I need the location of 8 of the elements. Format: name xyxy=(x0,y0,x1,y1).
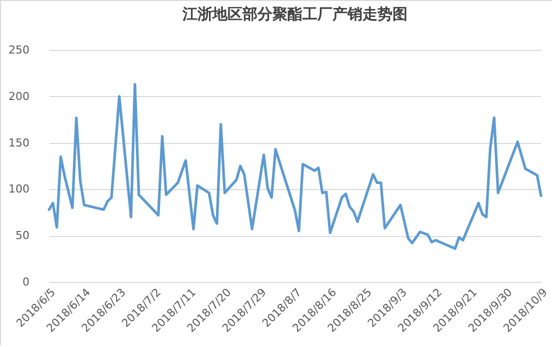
y-tick-label: 200 xyxy=(8,90,30,103)
y-tick-label: 100 xyxy=(8,182,30,196)
y-tick-label: 250 xyxy=(8,44,30,56)
chart-title: 江浙地区部分聚酯工厂产销走势图 xyxy=(182,5,408,23)
line-series xyxy=(48,83,542,250)
y-tick-label: 0 xyxy=(22,276,30,288)
y-tick-label: 150 xyxy=(8,136,30,150)
y-tick-label: 50 xyxy=(16,229,30,242)
